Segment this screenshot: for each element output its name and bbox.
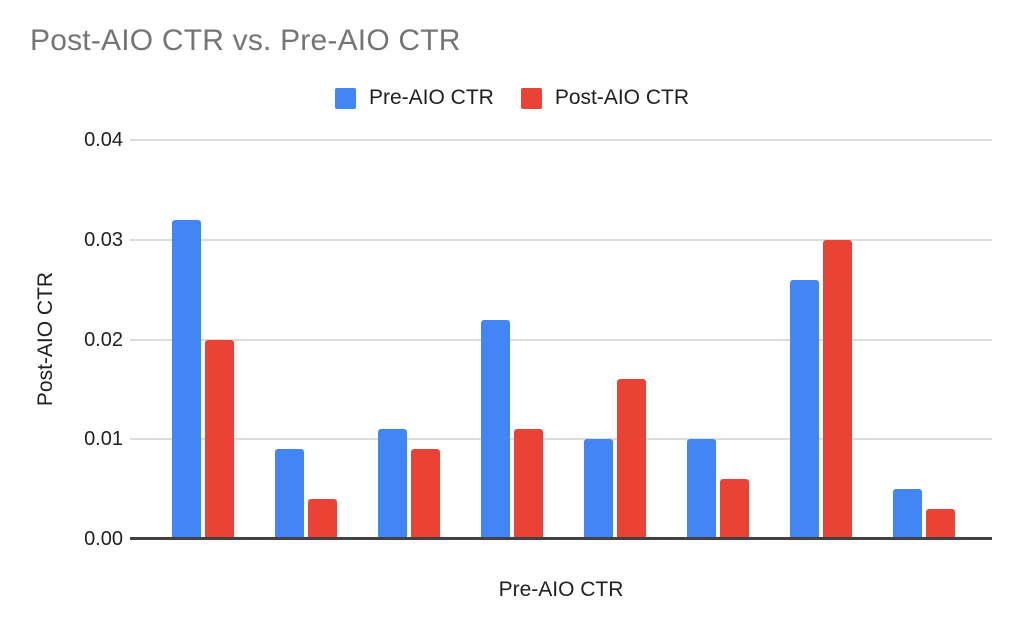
bar-post-aio-ctr [822,239,852,539]
legend-swatch-post-aio-icon [520,87,542,109]
y-tick-label: 0.00 [84,528,123,550]
legend-swatch-pre-aio-icon [334,87,356,109]
gridline [130,139,992,141]
bar-pre-aio-ctr [480,319,510,539]
gridline [130,238,992,241]
bar-group [377,140,440,539]
bar-post-aio-ctr [513,429,543,539]
bar-group [583,140,646,539]
bar-pre-aio-ctr [892,489,922,539]
bar-groups [130,140,992,539]
legend-item-post-aio-ctr: Post-AIO CTR [520,86,690,110]
bar-group [171,140,234,539]
legend-item-pre-aio-ctr: Pre-AIO CTR [334,86,494,110]
x-axis-title: Pre-AIO CTR [498,578,624,601]
bar-pre-aio-ctr [377,429,407,539]
legend: Pre-AIO CTR Post-AIO CTR [0,86,1024,110]
bar-post-aio-ctr [719,479,749,539]
gridlines [130,139,992,540]
gridline [130,338,992,341]
bar-post-aio-ctr [204,339,234,539]
bar-post-aio-ctr [410,449,440,539]
legend-label-post-aio-ctr: Post-AIO CTR [554,86,690,109]
bar-pre-aio-ctr [583,439,613,539]
bar-group [480,140,543,539]
y-tick-label: 0.01 [84,428,123,451]
bar-group [686,140,749,539]
gridline [130,438,992,441]
y-tick-label: 0.02 [84,328,123,351]
x-axis-line [130,537,992,540]
bar-group [274,140,337,539]
bar-pre-aio-ctr [171,219,201,539]
bar-pre-aio-ctr [686,439,716,539]
chart-title: Post-AIO CTR vs. Pre-AIO CTR [30,24,461,57]
bar-pre-aio-ctr [274,449,304,539]
bar-post-aio-ctr [616,379,646,539]
bar-group [892,140,955,539]
bar-group [789,140,852,539]
legend-label-pre-aio-ctr: Pre-AIO CTR [368,86,494,109]
y-tick-labels: 0.00 0.01 0.02 0.03 0.04 [38,129,123,550]
plot-area [130,139,992,540]
y-tick-label: 0.04 [84,129,123,151]
y-tick-label: 0.03 [84,228,123,251]
bar-post-aio-ctr [925,509,955,539]
bar-post-aio-ctr [307,499,337,539]
bar-pre-aio-ctr [789,279,819,539]
